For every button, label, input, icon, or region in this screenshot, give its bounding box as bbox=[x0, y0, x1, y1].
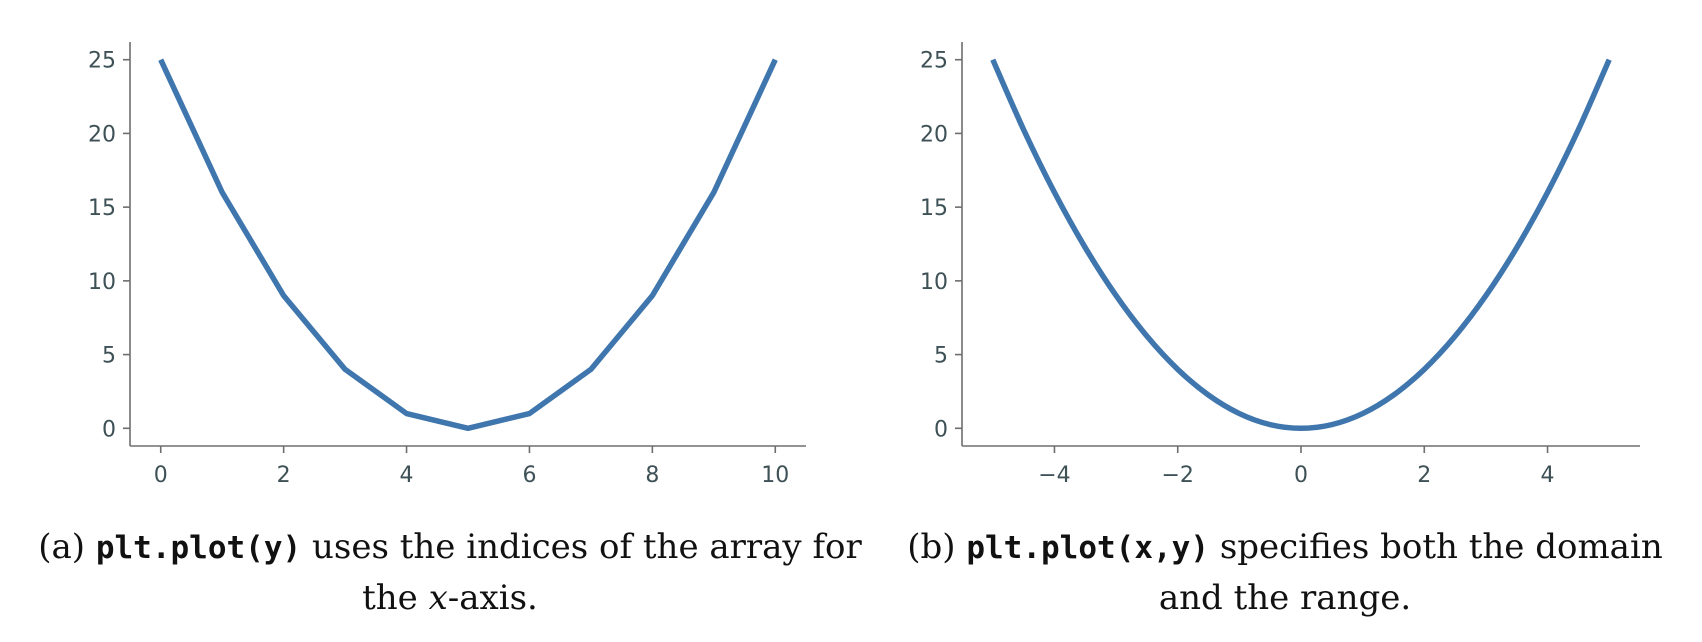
x-tick-label: 6 bbox=[522, 463, 536, 488]
caption-a-text-1: uses the indices of the array for bbox=[311, 527, 862, 567]
y-tick-label: 15 bbox=[88, 196, 116, 221]
caption-b-text-1: specifies both the domain bbox=[1219, 527, 1663, 567]
caption-b-text-2: and the range. bbox=[1158, 578, 1412, 618]
y-tick-label: 10 bbox=[920, 270, 948, 295]
x-tick-label: 2 bbox=[1417, 463, 1431, 488]
caption-b: (b) plt.plot(x,y) specifies both the dom… bbox=[880, 522, 1690, 623]
y-tick-label: 20 bbox=[88, 122, 116, 147]
series-line bbox=[990, 58, 1612, 432]
series-line bbox=[158, 58, 778, 432]
x-tick-label: 4 bbox=[400, 463, 414, 488]
x-tick-label: −4 bbox=[1038, 463, 1070, 488]
caption-b-label: (b) bbox=[907, 527, 956, 567]
y-tick-label: 5 bbox=[102, 344, 116, 369]
y-tick-label: 0 bbox=[934, 417, 948, 442]
x-tick-label: 2 bbox=[277, 463, 291, 488]
caption-a-label: (a) bbox=[38, 527, 86, 567]
caption-a-text-3: -axis. bbox=[447, 578, 538, 618]
x-tick-label: 4 bbox=[1541, 463, 1555, 488]
y-tick-label: 5 bbox=[934, 344, 948, 369]
caption-a: (a) plt.plot(y) uses the indices of the … bbox=[20, 522, 880, 623]
x-tick-label: 0 bbox=[1294, 463, 1308, 488]
y-tick-label: 20 bbox=[920, 122, 948, 147]
caption-a-code: plt.plot(y) bbox=[95, 530, 302, 566]
chart-panel-a: 0 2 4 6 8 10 0 5 10 15 20 25 bbox=[88, 42, 806, 488]
x-tick-label: 10 bbox=[761, 463, 789, 488]
caption-a-text-2: the bbox=[362, 578, 418, 618]
y-tick-label: 25 bbox=[920, 49, 948, 74]
x-tick-label: −2 bbox=[1162, 463, 1194, 488]
y-tick-label: 0 bbox=[102, 417, 116, 442]
x-tick-label: 8 bbox=[645, 463, 659, 488]
y-tick-label: 25 bbox=[88, 49, 116, 74]
caption-b-code: plt.plot(x,y) bbox=[966, 530, 1209, 566]
caption-a-math: x bbox=[428, 578, 448, 618]
chart-panel-b: −4 −2 0 2 4 0 5 10 15 20 25 bbox=[920, 42, 1640, 488]
y-tick-label: 10 bbox=[88, 270, 116, 295]
y-tick-label: 15 bbox=[920, 196, 948, 221]
x-tick-label: 0 bbox=[154, 463, 168, 488]
